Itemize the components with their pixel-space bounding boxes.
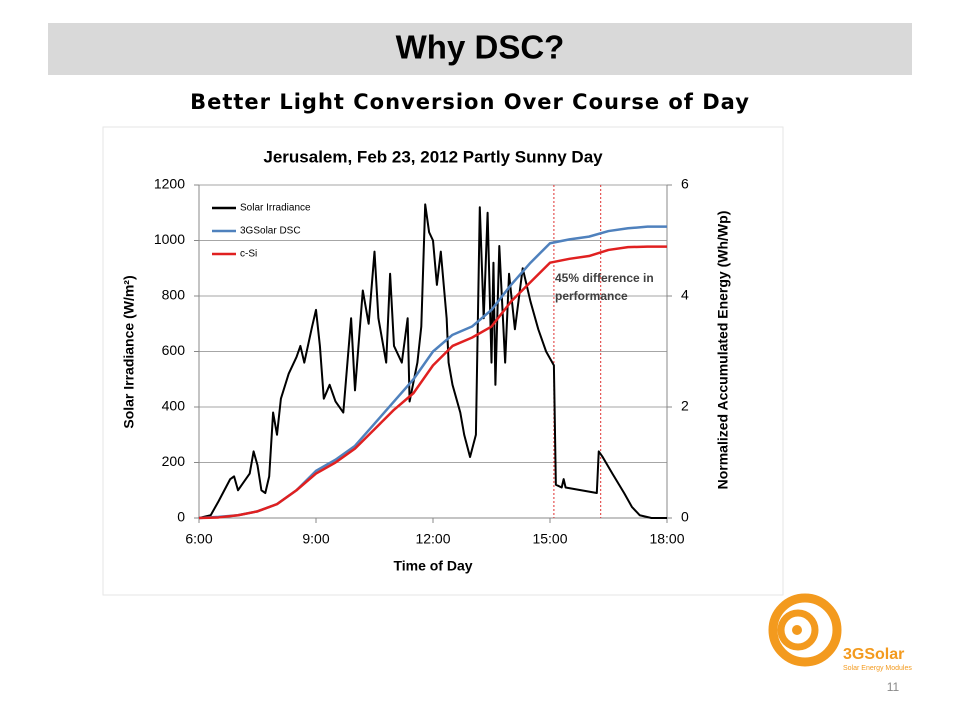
annotation: performance (555, 289, 628, 303)
x-tick-label: 18:00 (649, 531, 684, 547)
slide-title: Why DSC? (396, 29, 565, 66)
y-tick-label: 600 (162, 342, 186, 358)
logo-ring-inner (777, 609, 819, 651)
legend-label: 3GSolar DSC (240, 226, 301, 237)
y2-tick-label: 2 (681, 398, 689, 414)
y-tick-label: 1000 (154, 231, 185, 247)
chart-frame (102, 126, 784, 596)
logo-tagline: Solar Energy Modules (843, 665, 912, 672)
y-tick-label: 800 (162, 287, 186, 303)
legend-label: Solar Irradiance (240, 203, 311, 214)
legend-label: c-Si (240, 249, 257, 260)
logo-ring (768, 593, 842, 667)
y2-axis-label: Normalized Accumulated Energy (Wh/Wp) (715, 211, 731, 490)
x-tick-label: 6:00 (185, 531, 212, 547)
x-tick-label: 15:00 (532, 531, 567, 547)
series-line (198, 245, 667, 520)
x-axis-label: Time of Day (393, 558, 472, 574)
y-tick-label: 1200 (154, 176, 185, 192)
logo: 3GSolar Solar Energy Modules (768, 593, 912, 672)
page-number: 11 (887, 680, 900, 694)
chart-title: Jerusalem, Feb 23, 2012 Partly Sunny Day (263, 147, 603, 166)
slide-subtitle: Better Light Conversion Over Course of D… (190, 90, 750, 114)
y2-tick-label: 4 (681, 287, 689, 303)
y-tick-label: 200 (162, 453, 186, 469)
y-tick-label: 400 (162, 398, 186, 414)
series-line (198, 203, 667, 519)
y-tick-label: 0 (177, 509, 185, 525)
x-tick-label: 12:00 (415, 531, 450, 547)
y2-tick-label: 6 (681, 176, 689, 192)
y-axis-label: Solar Irradiance (W/m²) (121, 275, 137, 428)
annotation: 45% difference in (555, 271, 654, 285)
title-bar (48, 23, 912, 75)
x-tick-label: 9:00 (302, 531, 329, 547)
y2-tick-label: 0 (681, 509, 689, 525)
logo-dot (792, 625, 802, 635)
logo-name: 3GSolar (843, 646, 904, 663)
